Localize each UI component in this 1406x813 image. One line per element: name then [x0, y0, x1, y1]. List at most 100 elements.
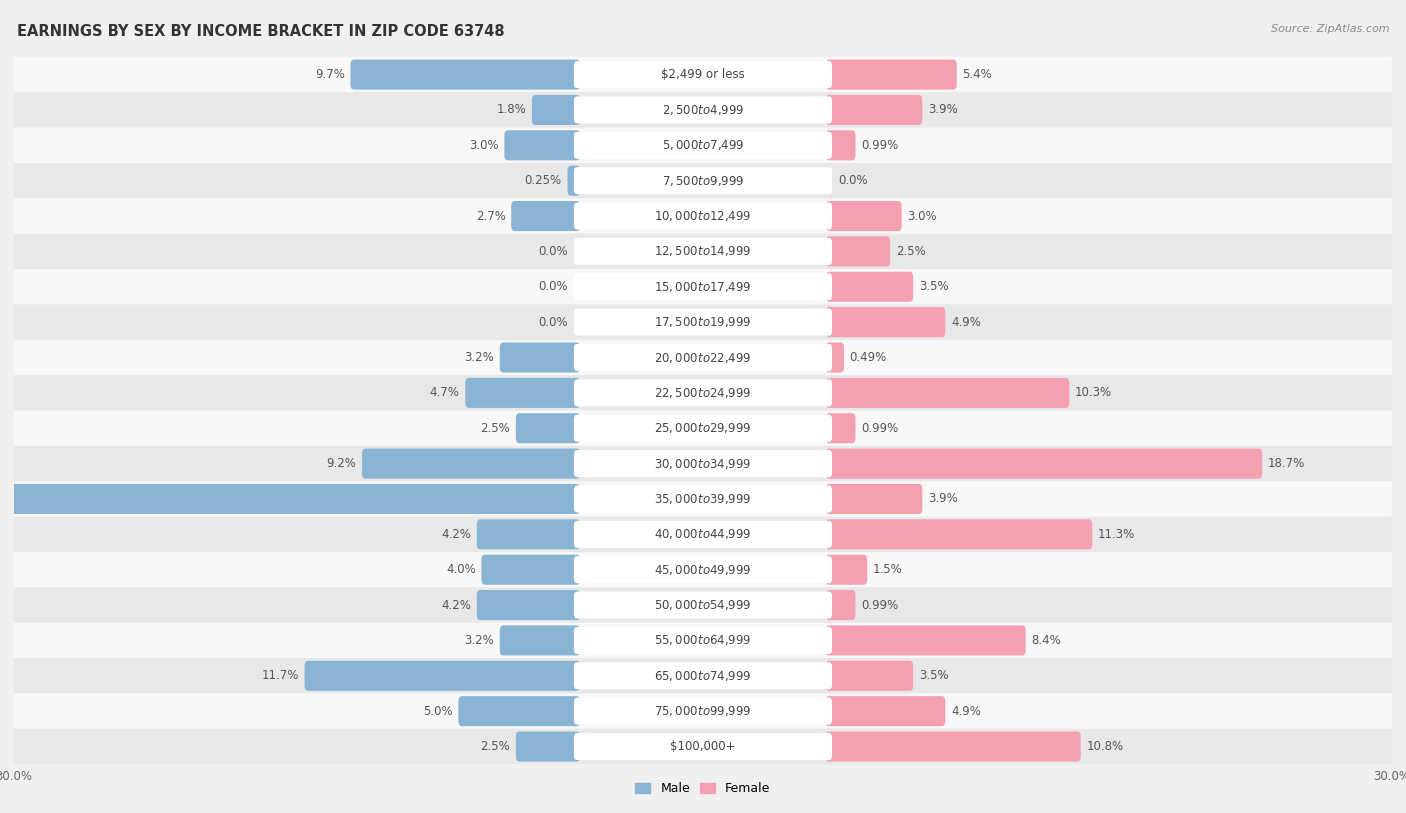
FancyBboxPatch shape [825, 696, 945, 726]
Text: $10,000 to $12,499: $10,000 to $12,499 [654, 209, 752, 223]
FancyBboxPatch shape [14, 552, 1392, 587]
FancyBboxPatch shape [574, 309, 832, 336]
FancyBboxPatch shape [14, 304, 1392, 340]
FancyBboxPatch shape [516, 413, 581, 443]
Text: 0.25%: 0.25% [524, 174, 562, 187]
FancyBboxPatch shape [14, 163, 1392, 198]
Text: $2,500 to $4,999: $2,500 to $4,999 [662, 103, 744, 117]
FancyBboxPatch shape [0, 484, 581, 514]
FancyBboxPatch shape [14, 92, 1392, 128]
Text: $7,500 to $9,999: $7,500 to $9,999 [662, 174, 744, 188]
FancyBboxPatch shape [574, 415, 832, 441]
FancyBboxPatch shape [14, 729, 1392, 764]
FancyBboxPatch shape [14, 269, 1392, 304]
Text: 0.49%: 0.49% [849, 351, 887, 364]
FancyBboxPatch shape [574, 521, 832, 548]
Text: 4.9%: 4.9% [950, 315, 981, 328]
FancyBboxPatch shape [531, 95, 581, 125]
Text: $40,000 to $44,999: $40,000 to $44,999 [654, 528, 752, 541]
Text: 3.0%: 3.0% [470, 139, 499, 152]
FancyBboxPatch shape [825, 201, 901, 231]
FancyBboxPatch shape [574, 556, 832, 583]
Text: 11.3%: 11.3% [1098, 528, 1135, 541]
FancyBboxPatch shape [825, 484, 922, 514]
FancyBboxPatch shape [516, 732, 581, 762]
Text: 11.7%: 11.7% [262, 669, 299, 682]
FancyBboxPatch shape [499, 625, 581, 655]
Text: $17,500 to $19,999: $17,500 to $19,999 [654, 315, 752, 329]
Text: $75,000 to $99,999: $75,000 to $99,999 [654, 704, 752, 718]
Text: $100,000+: $100,000+ [671, 740, 735, 753]
FancyBboxPatch shape [14, 481, 1392, 517]
Text: $50,000 to $54,999: $50,000 to $54,999 [654, 598, 752, 612]
FancyBboxPatch shape [825, 237, 890, 267]
Legend: Male, Female: Male, Female [630, 777, 776, 801]
Text: 1.5%: 1.5% [873, 563, 903, 576]
FancyBboxPatch shape [825, 625, 1025, 655]
Text: $65,000 to $74,999: $65,000 to $74,999 [654, 669, 752, 683]
FancyBboxPatch shape [825, 732, 1081, 762]
FancyBboxPatch shape [568, 166, 581, 196]
FancyBboxPatch shape [574, 202, 832, 229]
Text: 3.2%: 3.2% [464, 351, 494, 364]
Text: $12,500 to $14,999: $12,500 to $14,999 [654, 245, 752, 259]
Text: 0.0%: 0.0% [538, 245, 568, 258]
Text: 10.8%: 10.8% [1087, 740, 1123, 753]
FancyBboxPatch shape [574, 627, 832, 654]
FancyBboxPatch shape [825, 342, 844, 372]
Text: 2.7%: 2.7% [475, 210, 506, 223]
FancyBboxPatch shape [574, 592, 832, 619]
FancyBboxPatch shape [350, 59, 581, 89]
FancyBboxPatch shape [14, 623, 1392, 659]
Text: 4.9%: 4.9% [950, 705, 981, 718]
FancyBboxPatch shape [825, 378, 1070, 408]
FancyBboxPatch shape [574, 380, 832, 406]
FancyBboxPatch shape [825, 272, 912, 302]
Text: 5.4%: 5.4% [963, 68, 993, 81]
Text: 2.5%: 2.5% [896, 245, 925, 258]
FancyBboxPatch shape [14, 128, 1392, 163]
FancyBboxPatch shape [481, 554, 581, 585]
Text: 3.9%: 3.9% [928, 493, 957, 506]
Text: 5.0%: 5.0% [423, 705, 453, 718]
FancyBboxPatch shape [825, 413, 855, 443]
FancyBboxPatch shape [361, 449, 581, 479]
Text: 4.2%: 4.2% [441, 528, 471, 541]
FancyBboxPatch shape [458, 696, 581, 726]
Text: 4.2%: 4.2% [441, 598, 471, 611]
FancyBboxPatch shape [574, 698, 832, 724]
Text: $55,000 to $64,999: $55,000 to $64,999 [654, 633, 752, 647]
FancyBboxPatch shape [477, 520, 581, 550]
Text: 10.3%: 10.3% [1076, 386, 1112, 399]
Text: EARNINGS BY SEX BY INCOME BRACKET IN ZIP CODE 63748: EARNINGS BY SEX BY INCOME BRACKET IN ZIP… [17, 24, 505, 39]
FancyBboxPatch shape [574, 485, 832, 512]
Text: $35,000 to $39,999: $35,000 to $39,999 [654, 492, 752, 506]
Text: $22,500 to $24,999: $22,500 to $24,999 [654, 386, 752, 400]
Text: 3.2%: 3.2% [464, 634, 494, 647]
Text: Source: ZipAtlas.com: Source: ZipAtlas.com [1271, 24, 1389, 34]
Text: 8.4%: 8.4% [1032, 634, 1062, 647]
FancyBboxPatch shape [14, 375, 1392, 411]
FancyBboxPatch shape [574, 450, 832, 477]
FancyBboxPatch shape [574, 344, 832, 371]
FancyBboxPatch shape [574, 132, 832, 159]
FancyBboxPatch shape [574, 273, 832, 300]
FancyBboxPatch shape [825, 307, 945, 337]
Text: 2.5%: 2.5% [481, 422, 510, 435]
FancyBboxPatch shape [305, 661, 581, 691]
Text: 3.5%: 3.5% [920, 669, 949, 682]
FancyBboxPatch shape [465, 378, 581, 408]
FancyBboxPatch shape [825, 554, 868, 585]
Text: 0.99%: 0.99% [862, 422, 898, 435]
FancyBboxPatch shape [14, 57, 1392, 92]
Text: 0.0%: 0.0% [538, 315, 568, 328]
Text: 1.8%: 1.8% [496, 103, 526, 116]
FancyBboxPatch shape [574, 733, 832, 760]
Text: 2.5%: 2.5% [481, 740, 510, 753]
FancyBboxPatch shape [574, 97, 832, 124]
FancyBboxPatch shape [14, 517, 1392, 552]
Text: 3.9%: 3.9% [928, 103, 957, 116]
Text: 3.0%: 3.0% [907, 210, 936, 223]
FancyBboxPatch shape [477, 590, 581, 620]
Text: $5,000 to $7,499: $5,000 to $7,499 [662, 138, 744, 152]
